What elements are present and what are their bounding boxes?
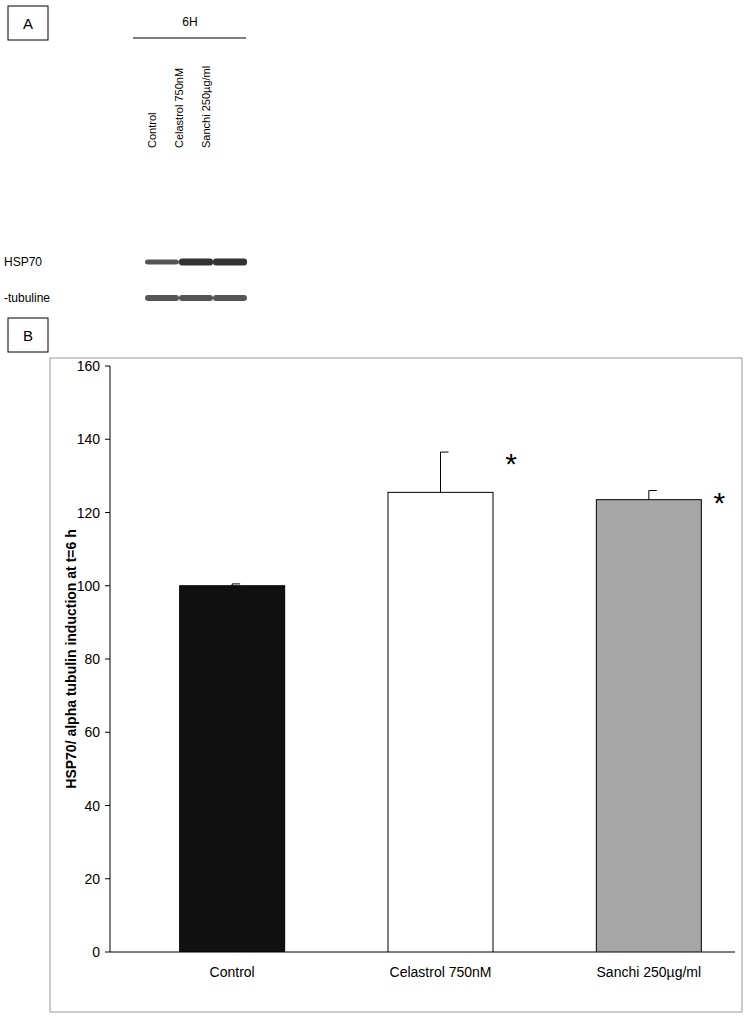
panel-label-box (8, 318, 48, 352)
y-tick-label: 140 (77, 431, 101, 447)
band (179, 259, 213, 266)
y-tick-label: 60 (84, 724, 100, 740)
error-line (440, 452, 441, 492)
lane-label: Control (146, 113, 158, 148)
error-bar (232, 584, 240, 586)
y-tick-label: 160 (77, 358, 101, 374)
y-tick (105, 585, 110, 586)
y-tick-label: 120 (77, 505, 101, 521)
bar (388, 492, 493, 952)
time-line (133, 38, 246, 39)
panel-label: A (23, 15, 33, 32)
error-bar (441, 452, 449, 492)
bars (180, 452, 702, 952)
y-axis-label: HSP70/ alpha tubulin induction at t=6 h (63, 529, 79, 788)
error-cap (232, 583, 240, 584)
y-tick (105, 732, 110, 733)
y-tick (105, 805, 110, 806)
band (213, 295, 247, 301)
bar (596, 500, 701, 952)
y-tick-label: 80 (84, 651, 100, 667)
bar (180, 586, 285, 952)
y-tick (105, 878, 110, 879)
error-cap (441, 452, 449, 453)
x-tick-label: Control (210, 964, 255, 980)
y-tick (105, 512, 110, 513)
lane-label: Sanchi 250µg/ml (200, 66, 212, 148)
band (145, 260, 179, 265)
x-tick-label: Sanchi 250µg/ml (597, 964, 702, 980)
y-tick-label: 100 (77, 578, 101, 594)
error-bar (649, 491, 657, 500)
panel-label: B (23, 327, 33, 344)
y-tick (105, 659, 110, 660)
figure: A 6H Control Celastrol 750nM Sanchi 250µg/ml… (0, 0, 748, 1016)
row-label: HSP70 (4, 255, 42, 269)
time-label: 6H (182, 15, 197, 29)
band (213, 259, 247, 266)
band (145, 295, 179, 301)
lane-label: Celastrol 750nM (173, 68, 185, 148)
significance-mark: * (713, 486, 725, 519)
significance-mark: * (505, 447, 517, 480)
panel-label-box (8, 6, 48, 40)
chart-frame (50, 358, 742, 1012)
error-cap (649, 490, 657, 491)
y-tick (105, 439, 110, 440)
y-tick (105, 952, 110, 953)
x-tick-label: Celastrol 750nM (390, 964, 492, 980)
error-line (648, 491, 649, 500)
y-tick-label: 0 (92, 944, 100, 960)
row-label: -tubuline (4, 291, 50, 305)
y-tick-label: 20 (84, 871, 100, 887)
y-tick (105, 366, 110, 367)
y-tick-label: 40 (84, 798, 100, 814)
band (179, 295, 213, 301)
